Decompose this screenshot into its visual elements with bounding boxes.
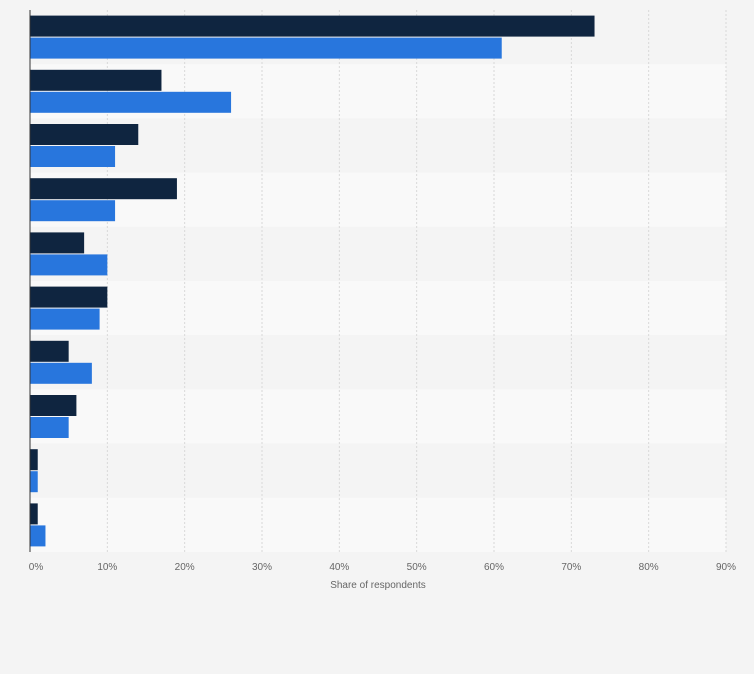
bar-series-1 (30, 69, 162, 91)
row-band (30, 389, 726, 444)
row-band (30, 497, 726, 552)
x-tick-label: 30% (252, 562, 272, 573)
x-tick-label: 10% (97, 562, 117, 573)
bar-series-2 (30, 146, 116, 167)
x-tick-label: 0% (29, 562, 44, 573)
bar-series-1 (30, 124, 139, 145)
bar-series-2 (30, 37, 502, 59)
x-tick-label: 90% (716, 562, 736, 573)
bar-series-1 (30, 395, 77, 416)
bar-series-1 (30, 340, 69, 362)
row-band (30, 118, 726, 173)
bar-series-2 (30, 200, 116, 222)
bar-series-1 (30, 286, 108, 308)
x-tick-label: 20% (175, 562, 195, 573)
x-tick-label: 60% (484, 562, 504, 573)
row-band (30, 443, 726, 498)
x-tick-label: 70% (561, 562, 581, 573)
bar-series-2 (30, 362, 92, 384)
bar-series-2 (30, 254, 108, 276)
row-band (30, 226, 726, 281)
bar-series-2 (30, 91, 232, 113)
bar-series-1 (30, 449, 38, 471)
bar-series-1 (30, 15, 595, 37)
bar-series-1 (30, 503, 38, 525)
x-tick-label: 40% (329, 562, 349, 573)
bar-series-1 (30, 178, 177, 200)
x-tick-label: 80% (639, 562, 659, 573)
row-band (30, 335, 726, 390)
x-tick-labels: 0% 10% 20% 30% 40% 50% 60% 70% 80% 90% (29, 562, 736, 573)
row-bands (30, 10, 726, 552)
bar-series-2 (30, 525, 46, 547)
x-axis-title: Share of respondents (330, 580, 426, 591)
x-tick-label: 50% (407, 562, 427, 573)
bar-series-1 (30, 232, 85, 254)
row-band (30, 281, 726, 336)
bars (30, 15, 595, 547)
bar-series-2 (30, 471, 38, 493)
bar-series-2 (30, 308, 100, 330)
bar-series-2 (30, 417, 69, 438)
